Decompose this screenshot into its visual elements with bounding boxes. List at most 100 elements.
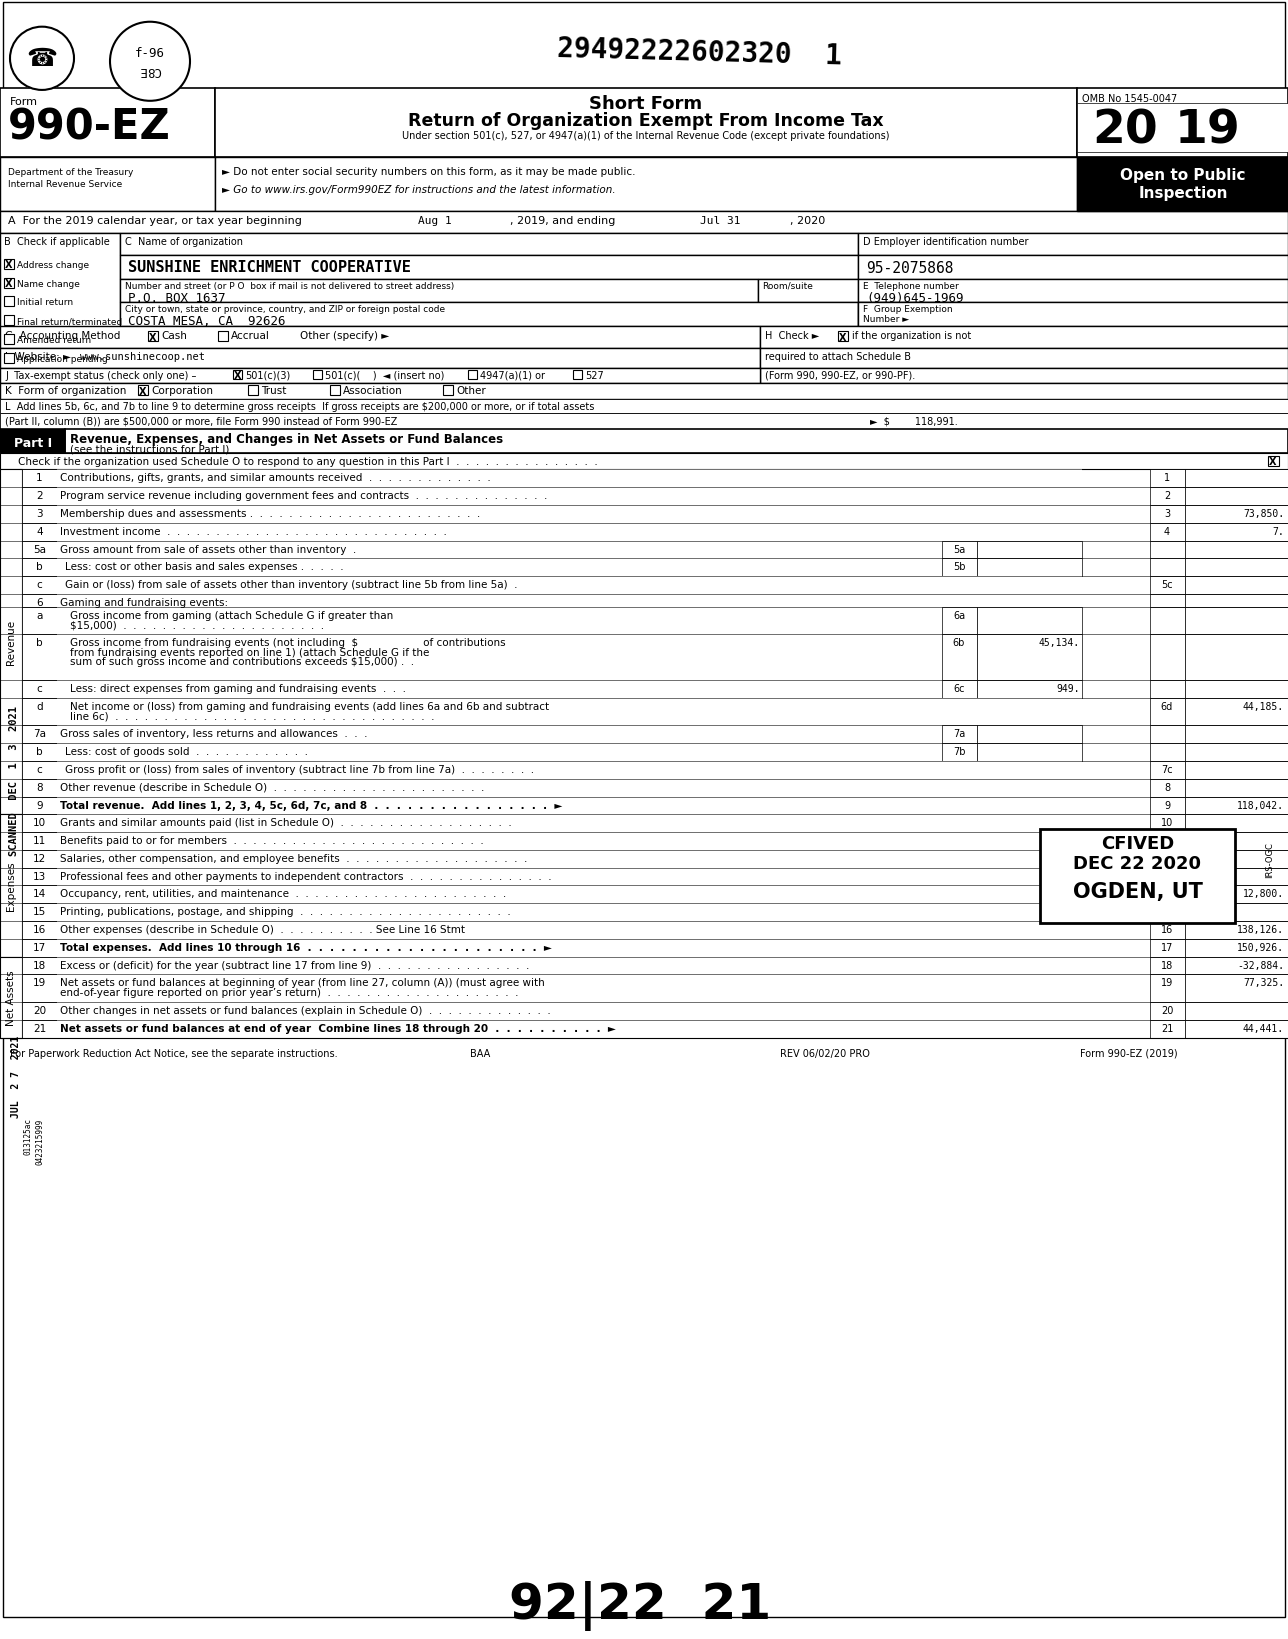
Text: Aug 1: Aug 1 xyxy=(419,216,452,226)
Bar xyxy=(942,698,1082,726)
Bar xyxy=(942,523,1082,541)
Bar xyxy=(942,559,978,577)
Text: X: X xyxy=(4,261,12,270)
Bar xyxy=(942,634,978,680)
Bar xyxy=(57,815,942,833)
Text: , 2020: , 2020 xyxy=(790,216,826,226)
Text: 20: 20 xyxy=(33,1005,46,1016)
Bar xyxy=(1150,726,1185,744)
Bar xyxy=(942,577,1082,595)
Text: X: X xyxy=(1269,457,1276,467)
Bar xyxy=(22,744,57,762)
Text: Salaries, other compensation, and employee benefits  .  .  .  .  .  .  .  .  .  : Salaries, other compensation, and employ… xyxy=(61,854,527,864)
Text: Total expenses.  Add lines 10 through 16  .  .  .  .  .  .  .  .  .  .  .  .  . : Total expenses. Add lines 10 through 16 … xyxy=(61,942,551,952)
Bar xyxy=(942,470,1082,488)
Text: A  For the 2019 calendar year, or tax year beginning: A For the 2019 calendar year, or tax yea… xyxy=(8,216,301,226)
Bar xyxy=(1150,608,1185,634)
Text: 6: 6 xyxy=(36,598,43,608)
Bar xyxy=(1150,939,1185,957)
Circle shape xyxy=(109,23,191,102)
Text: 77,325.: 77,325. xyxy=(1243,978,1284,988)
Bar xyxy=(57,488,942,506)
Text: Under section 501(c), 527, or 4947(a)(1) of the Internal Revenue Code (except pr: Under section 501(c), 527, or 4947(a)(1)… xyxy=(402,131,890,141)
Text: -32,884.: -32,884. xyxy=(1236,960,1284,970)
Text: G  Accounting Method: G Accounting Method xyxy=(5,331,120,341)
Bar xyxy=(1185,921,1288,939)
Bar xyxy=(1185,887,1288,903)
Text: Less: cost or other basis and sales expenses .  .  .  .  .: Less: cost or other basis and sales expe… xyxy=(64,562,344,572)
Bar xyxy=(148,331,158,343)
Bar xyxy=(838,331,848,343)
Text: 9: 9 xyxy=(36,800,43,810)
Bar xyxy=(120,303,858,326)
Bar xyxy=(0,384,1288,400)
Bar xyxy=(942,541,978,559)
Text: sum of such gross income and contributions exceeds $15,000) .  .: sum of such gross income and contributio… xyxy=(70,657,415,667)
Text: ☎: ☎ xyxy=(27,48,58,70)
Bar xyxy=(22,939,57,957)
Bar xyxy=(0,454,1288,470)
Text: 92|22  21: 92|22 21 xyxy=(509,1580,772,1631)
Bar xyxy=(22,595,57,608)
Text: Room/suite: Room/suite xyxy=(762,282,813,290)
Bar xyxy=(1150,577,1185,595)
Bar xyxy=(468,370,477,379)
Bar xyxy=(22,869,57,887)
Bar xyxy=(942,1003,1082,1021)
Text: 527: 527 xyxy=(585,370,604,380)
Text: $15,000)  .  .  .  .  .  .  .  .  .  .  .  .  .  .  .  .  .  .  .  .  .: $15,000) . . . . . . . . . . . . . . . .… xyxy=(70,620,325,629)
Text: Occupancy, rent, utilities, and maintenance  .  .  .  .  .  .  .  .  .  .  .  . : Occupancy, rent, utilities, and maintena… xyxy=(61,888,506,898)
Text: www.sunshinecoop.net: www.sunshinecoop.net xyxy=(80,352,205,362)
Bar xyxy=(22,1021,57,1037)
Text: 17: 17 xyxy=(1160,942,1173,952)
Text: Total revenue.  Add lines 1, 2, 3, 4, 5c, 6d, 7c, and 8  .  .  .  .  .  .  .  . : Total revenue. Add lines 1, 2, 3, 4, 5c,… xyxy=(61,800,563,810)
Bar xyxy=(57,744,942,762)
Bar xyxy=(120,280,759,303)
Text: required to attach Schedule B: required to attach Schedule B xyxy=(765,352,911,362)
Text: 10: 10 xyxy=(1160,818,1173,828)
Bar xyxy=(57,975,942,1003)
Bar xyxy=(1150,698,1185,726)
Text: Accrual: Accrual xyxy=(231,331,270,341)
Text: b: b xyxy=(36,562,43,572)
Bar xyxy=(1185,608,1288,634)
Text: X: X xyxy=(148,333,156,343)
Bar xyxy=(0,400,1288,413)
Bar xyxy=(22,903,57,921)
Bar xyxy=(942,762,1082,779)
Bar xyxy=(57,595,942,608)
Bar xyxy=(1185,797,1288,815)
Bar xyxy=(0,957,22,1037)
Bar xyxy=(858,256,1288,280)
Text: 4: 4 xyxy=(1164,526,1170,536)
Text: C  Name of organization: C Name of organization xyxy=(125,238,243,247)
Text: Return of Organization Exempt From Income Tax: Return of Organization Exempt From Incom… xyxy=(408,111,884,129)
Text: Address change: Address change xyxy=(17,261,89,270)
Text: b: b xyxy=(36,638,43,647)
Bar xyxy=(22,921,57,939)
Text: Part I: Part I xyxy=(14,436,52,449)
Text: Internal Revenue Service: Internal Revenue Service xyxy=(8,180,122,188)
Bar xyxy=(1150,523,1185,541)
Text: ► Do not enter social security numbers on this form, as it may be made public.: ► Do not enter social security numbers o… xyxy=(222,167,635,177)
Text: 7.: 7. xyxy=(1273,526,1284,536)
Bar xyxy=(1185,680,1288,698)
Bar xyxy=(858,303,1288,326)
Text: OGDEN, UT: OGDEN, UT xyxy=(1073,882,1203,901)
Text: 501(c)(    )  ◄ (insert no): 501(c)( ) ◄ (insert no) xyxy=(325,370,444,380)
Text: Professional fees and other payments to independent contractors  .  .  .  .  .  : Professional fees and other payments to … xyxy=(61,872,551,882)
Text: line 6c)  .  .  .  .  .  .  .  .  .  .  .  .  .  .  .  .  .  .  .  .  .  .  .  .: line 6c) . . . . . . . . . . . . . . . .… xyxy=(70,711,434,721)
Bar xyxy=(978,559,1082,577)
Text: 3: 3 xyxy=(1164,508,1170,518)
Text: 7a: 7a xyxy=(33,729,46,739)
Text: , 2019, and ending: , 2019, and ending xyxy=(510,216,616,226)
Bar xyxy=(1185,744,1288,762)
Bar xyxy=(1077,103,1288,152)
Bar xyxy=(57,903,942,921)
Text: 949.: 949. xyxy=(1056,683,1081,693)
Text: 12: 12 xyxy=(1160,854,1173,864)
Text: Number ►: Number ► xyxy=(863,315,909,325)
Bar xyxy=(57,851,942,869)
Text: F  Group Exemption: F Group Exemption xyxy=(863,305,953,315)
Text: J  Tax-exempt status (check only one) –: J Tax-exempt status (check only one) – xyxy=(5,370,196,380)
